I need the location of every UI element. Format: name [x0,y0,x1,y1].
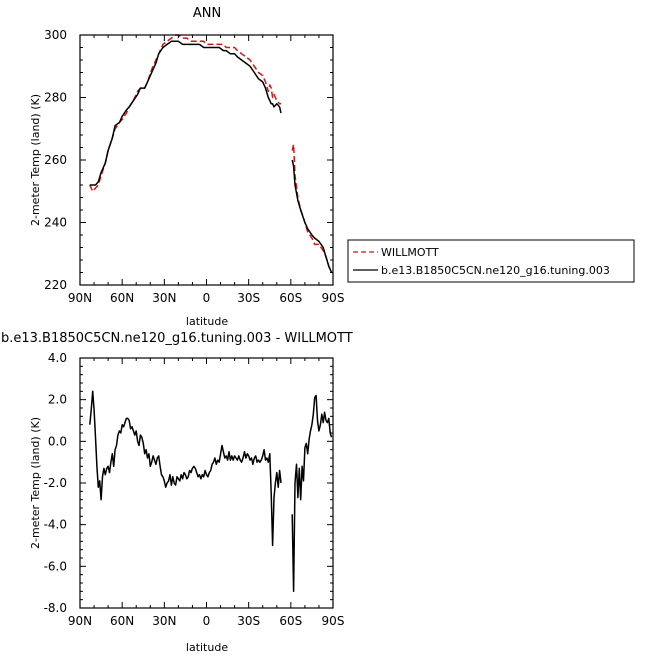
top-panel: ANN 2-meter Temp (land) (K) latitude 90N… [29,6,635,328]
bottom-x-tick-label-1: 60N [110,614,134,628]
top-y-tick-label-0: 220 [44,278,67,292]
bottom-series-0-segment-0 [89,390,282,547]
bottom-chart-title: b.e13.B1850C5CN.ne120_g16.tuning.003 - W… [1,331,353,346]
top-y-tick-label-4: 300 [44,28,67,42]
top-y-axis-label: 2-meter Temp (land) (K) [29,94,42,226]
bottom-axis-ticks: 90N 60N 30N 0 30S 60S 90S -8.0 -6.0 -4.0 -2.0 0.0 2.… [44,351,345,628]
bottom-x-tick-label-0: 90N [68,614,92,628]
top-plot-area [89,34,333,273]
bottom-y-tick-label-6: 4.0 [48,351,67,365]
bottom-x-tick-label-6: 90S [322,614,345,628]
bottom-y-tick-label-0: -8.0 [44,601,67,615]
top-x-tick-label-4: 30S [237,291,260,305]
top-x-tick-label-5: 60S [279,291,302,305]
top-x-tick-label-3: 0 [203,291,211,305]
top-series-1-segment-0 [89,40,282,186]
bottom-y-tick-label-4: 0.0 [48,434,67,448]
bottom-panel: b.e13.B1850C5CN.ne120_g16.tuning.003 - W… [1,331,353,654]
top-x-axis-label: latitude [186,315,228,328]
top-x-tick-label-6: 90S [322,291,345,305]
bottom-y-tick-label-5: 2.0 [48,393,67,407]
bottom-y-tick-label-3: -2.0 [44,476,67,490]
legend-label-willmott: WILLMOTT [381,246,439,259]
top-x-tick-label-2: 30N [152,291,176,305]
legend-box [347,239,635,283]
top-series-1-segment-1 [291,159,333,273]
legend-label-model: b.e13.B1850C5CN.ne120_g16.tuning.003 [381,264,610,277]
bottom-y-axis-label: 2-meter Temp (land) (K) [29,417,42,549]
bottom-x-tick-label-5: 60S [279,614,302,628]
bottom-y-tick-label-2: -4.0 [44,518,67,532]
top-chart-title: ANN [193,6,221,21]
bottom-plot-area [89,390,333,593]
top-x-tick-label-1: 60N [110,291,134,305]
bottom-series-0-segment-1 [291,394,333,593]
bottom-y-tick-label-1: -6.0 [44,559,67,573]
top-x-tick-label-0: 90N [68,291,92,305]
top-y-tick-label-1: 240 [44,216,67,230]
bottom-x-tick-label-3: 0 [203,614,211,628]
bottom-x-axis-label: latitude [186,641,228,654]
bottom-x-tick-label-2: 30N [152,614,176,628]
top-series-0-segment-0 [89,34,281,193]
top-y-tick-label-3: 280 [44,91,67,105]
bottom-x-tick-label-4: 30S [237,614,260,628]
top-y-tick-label-2: 260 [44,153,67,167]
top-axis-ticks: 90N 60N 30N 0 30S 60S 90S 220 240 260 280 300 [44,28,344,305]
legend: WILLMOTT b.e13.B1850C5CN.ne120_g16.tunin… [347,239,635,283]
